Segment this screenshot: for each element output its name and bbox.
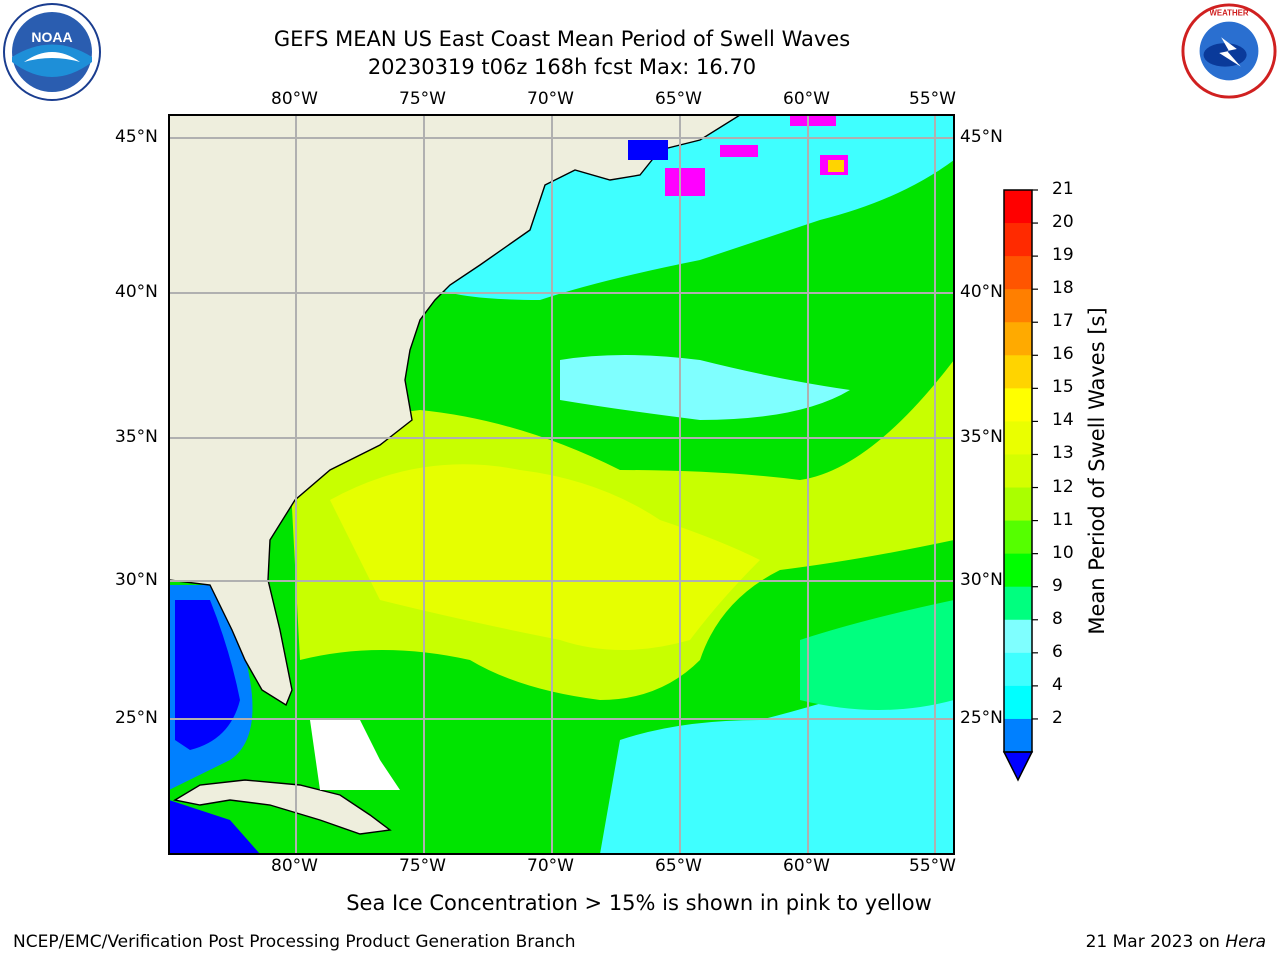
colorbar-swatch bbox=[1004, 586, 1032, 621]
gridlines bbox=[169, 115, 954, 854]
us-land bbox=[169, 115, 742, 707]
colorbar-tick-label: 10 bbox=[1052, 542, 1074, 563]
colorbar-tick-label: 21 bbox=[1052, 179, 1074, 199]
lat-tick-left: 25°N bbox=[115, 708, 158, 728]
gulf-st-lawrence-zone bbox=[628, 140, 668, 160]
colorbar-swatch bbox=[1004, 520, 1032, 555]
sea-ice-patch bbox=[665, 168, 705, 196]
colorbar-swatch bbox=[1004, 421, 1032, 455]
lon-tick-bottom: 65°W bbox=[655, 856, 702, 876]
colorbar-tick-label: 12 bbox=[1052, 476, 1074, 497]
sea-ice-patch bbox=[790, 115, 836, 126]
colorbar-swatch bbox=[1004, 256, 1032, 290]
footer-date-text: 21 Mar 2023 on bbox=[1085, 932, 1226, 952]
lat-tick-right: 30°N bbox=[960, 570, 1003, 590]
lon-tick-bottom: 80°W bbox=[271, 856, 318, 876]
seagreen-zone bbox=[800, 600, 954, 710]
colorbar-tick-label: 16 bbox=[1052, 344, 1074, 365]
nws-logo: WEATHER bbox=[1181, 3, 1277, 99]
colorbar-swatch bbox=[1004, 223, 1032, 257]
footer-machine: Hera bbox=[1225, 932, 1266, 952]
lon-tick-top: 55°W bbox=[909, 89, 956, 109]
svg-text:NOAA: NOAA bbox=[31, 29, 72, 45]
lat-tick-left: 30°N bbox=[115, 570, 158, 590]
colorbar-tick-label: 13 bbox=[1052, 443, 1074, 464]
sea-ice-patch bbox=[828, 160, 844, 172]
colorbar-swatch bbox=[1004, 289, 1032, 323]
colorbar-tick-label: 14 bbox=[1052, 410, 1074, 431]
colorbar-swatch bbox=[1004, 355, 1032, 389]
colorbar-underflow-triangle bbox=[1002, 751, 1034, 782]
footer-date: 21 Mar 2023 on Hera bbox=[1086, 932, 1266, 952]
colorbar-swatch bbox=[1004, 388, 1032, 422]
colorbar-swatch bbox=[1004, 685, 1032, 720]
colorbar-frame bbox=[1003, 189, 1033, 753]
lon-tick-bottom: 60°W bbox=[783, 856, 830, 876]
lon-tick-bottom: 75°W bbox=[399, 856, 446, 876]
colorbar-swatch bbox=[1004, 553, 1032, 588]
lat-tick-right: 40°N bbox=[960, 282, 1003, 302]
colorbar-label: Mean Period of Swell Waves [s] bbox=[1085, 307, 1109, 635]
lat-tick-left: 35°N bbox=[115, 427, 158, 447]
lat-tick-left: 40°N bbox=[115, 282, 158, 302]
lat-tick-left: 45°N bbox=[115, 127, 158, 147]
lat-tick-right: 35°N bbox=[960, 427, 1003, 447]
chart-title: GEFS MEAN US East Coast Mean Period of S… bbox=[273, 27, 851, 51]
lon-tick-top: 80°W bbox=[271, 89, 318, 109]
colorbar-tick-label: 6 bbox=[1052, 641, 1063, 662]
colorbar-swatch bbox=[1004, 652, 1032, 687]
caribbean-west-zone bbox=[169, 800, 260, 854]
lon-tick-top: 75°W bbox=[399, 89, 446, 109]
high-period-band bbox=[330, 464, 760, 650]
lon-tick-top: 65°W bbox=[655, 89, 702, 109]
colorbar-tick-label: 20 bbox=[1052, 212, 1074, 233]
colorbar-tick-label: 19 bbox=[1052, 245, 1074, 266]
colorbar-swatch bbox=[1004, 487, 1032, 522]
colorbar-swatch bbox=[1004, 322, 1032, 356]
lat-tick-right: 25°N bbox=[960, 708, 1003, 728]
lon-tick-top: 70°W bbox=[527, 89, 574, 109]
cuba-land bbox=[173, 779, 392, 835]
colorbar-swatch bbox=[1004, 718, 1032, 753]
colorbar-tick-label: 18 bbox=[1052, 278, 1074, 299]
svg-text:WEATHER: WEATHER bbox=[1210, 9, 1249, 18]
colorbar-tick-label: 15 bbox=[1052, 377, 1074, 398]
colorbar-swatch bbox=[1004, 454, 1032, 489]
lon-tick-bottom: 70°W bbox=[527, 856, 574, 876]
colorbar-tick-label: 9 bbox=[1052, 575, 1063, 596]
footer-credit: NCEP/EMC/Verification Post Processing Pr… bbox=[13, 932, 576, 952]
bahamas-mask bbox=[310, 720, 400, 790]
colorbar-tick-label: 8 bbox=[1052, 608, 1063, 629]
lon-tick-top: 60°W bbox=[783, 89, 830, 109]
cyan-central-zone bbox=[560, 355, 850, 420]
colorbar bbox=[1002, 189, 1038, 782]
gulf-deep-zone bbox=[175, 600, 240, 750]
colorbar-tick-label: 17 bbox=[1052, 311, 1074, 332]
sea-ice-note: Sea Ice Concentration > 15% is shown in … bbox=[346, 891, 932, 915]
sea-ice-patch bbox=[720, 145, 758, 157]
colorbar-tick-label: 4 bbox=[1052, 674, 1063, 695]
colorbar-tick-label: 11 bbox=[1052, 509, 1074, 530]
noaa-logo: NOAA bbox=[3, 3, 101, 101]
colorbar-swatch bbox=[1004, 190, 1032, 224]
chart-subtitle: 20230319 t06z 168h fcst Max: 16.70 bbox=[367, 55, 757, 79]
map-frame bbox=[168, 114, 955, 855]
lat-tick-right: 45°N bbox=[960, 127, 1003, 147]
lon-tick-bottom: 55°W bbox=[909, 856, 956, 876]
colorbar-swatch bbox=[1004, 619, 1032, 654]
colorbar-tick-label: 2 bbox=[1052, 707, 1063, 728]
